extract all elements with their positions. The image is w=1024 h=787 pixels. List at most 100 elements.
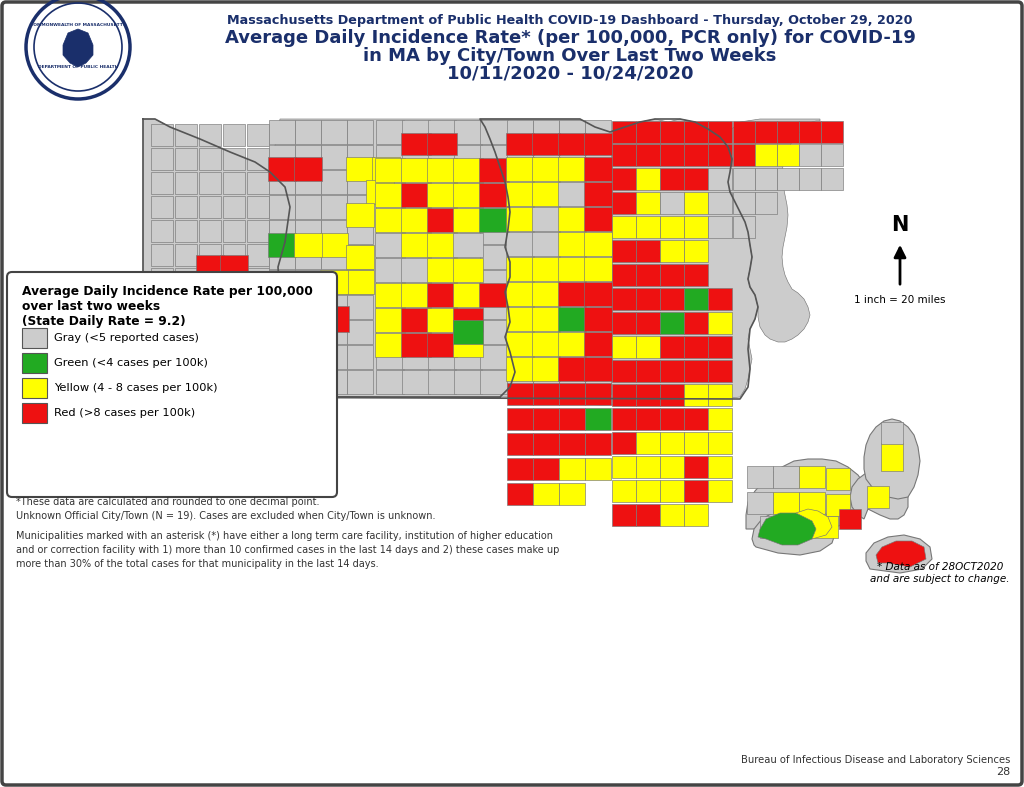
Bar (636, 168, 660, 190)
Bar (319, 306, 349, 332)
Bar (376, 120, 404, 144)
Bar (151, 196, 173, 218)
Text: 28: 28 (995, 767, 1010, 777)
Bar (708, 456, 732, 478)
Bar (454, 220, 482, 244)
Bar (585, 145, 611, 169)
Bar (660, 121, 684, 143)
Bar (402, 320, 430, 344)
Bar (347, 145, 373, 169)
Bar (223, 292, 245, 314)
Bar (376, 370, 404, 394)
Bar (401, 183, 431, 207)
Bar (534, 458, 559, 480)
Bar (453, 183, 483, 207)
Bar (532, 332, 560, 356)
Bar (294, 233, 322, 257)
Text: (State Daily Rate = 9.2): (State Daily Rate = 9.2) (22, 315, 185, 328)
Bar (175, 196, 197, 218)
Bar (507, 370, 534, 394)
Bar (636, 384, 660, 406)
Bar (372, 157, 400, 181)
Bar (532, 182, 560, 206)
Bar (660, 168, 684, 190)
Bar (534, 345, 559, 369)
Bar (346, 270, 374, 294)
Bar (401, 158, 431, 182)
Bar (199, 196, 221, 218)
Polygon shape (866, 535, 932, 573)
Bar (558, 332, 586, 356)
Bar (199, 220, 221, 242)
Bar (559, 320, 585, 344)
Text: Bureau of Infectious Disease and Laboratory Sciences: Bureau of Infectious Disease and Laborat… (740, 755, 1010, 765)
Bar (480, 145, 508, 169)
Bar (708, 144, 732, 166)
Polygon shape (752, 507, 836, 555)
Bar (321, 245, 347, 269)
Bar (321, 320, 347, 344)
Bar (247, 268, 269, 290)
Bar (559, 370, 585, 394)
Bar (480, 120, 508, 144)
Bar (319, 270, 348, 294)
Bar (755, 121, 777, 143)
Bar (867, 486, 889, 508)
Bar (402, 245, 430, 269)
Bar (799, 168, 821, 190)
Bar (269, 220, 295, 244)
Bar (479, 208, 509, 232)
Bar (821, 144, 843, 166)
Bar (558, 257, 586, 281)
Bar (223, 244, 245, 266)
Bar (733, 144, 755, 166)
Bar (454, 120, 482, 144)
Text: Green (<4 cases per 100k): Green (<4 cases per 100k) (54, 358, 208, 368)
Bar (321, 370, 347, 394)
Bar (660, 192, 684, 214)
Bar (612, 384, 636, 406)
Bar (402, 345, 430, 369)
Bar (268, 233, 296, 257)
Bar (151, 292, 173, 314)
FancyBboxPatch shape (7, 272, 337, 497)
Bar (428, 170, 456, 194)
Bar (585, 245, 611, 269)
Bar (660, 216, 684, 238)
Bar (480, 270, 508, 294)
Bar (506, 182, 534, 206)
Bar (636, 312, 660, 334)
Bar (453, 320, 483, 344)
Bar (293, 279, 323, 305)
Text: * Data as of 28OCT2020
and are subject to change.: * Data as of 28OCT2020 and are subject t… (870, 562, 1010, 584)
Bar (636, 480, 660, 502)
Bar (160, 296, 184, 318)
Bar (480, 195, 508, 219)
Bar (612, 312, 636, 334)
Bar (585, 345, 611, 369)
Bar (375, 308, 406, 332)
Bar (175, 124, 197, 146)
Bar (247, 340, 269, 362)
Bar (401, 133, 431, 155)
Bar (376, 270, 404, 294)
Bar (151, 244, 173, 266)
Bar (427, 133, 457, 155)
Bar (584, 282, 612, 306)
Bar (199, 148, 221, 170)
Bar (612, 336, 636, 358)
Bar (534, 195, 559, 219)
Bar (427, 258, 457, 282)
Bar (532, 307, 560, 331)
Text: Municipalities marked with an asterisk (*) have either a long term care facility: Municipalities marked with an asterisk (… (16, 531, 553, 541)
Bar (295, 270, 321, 294)
Bar (684, 456, 708, 478)
Bar (799, 492, 825, 514)
Bar (428, 345, 456, 369)
Bar (247, 124, 269, 146)
Bar (559, 120, 585, 144)
Bar (402, 145, 430, 169)
Bar (247, 196, 269, 218)
Bar (175, 268, 197, 290)
Bar (660, 504, 684, 526)
